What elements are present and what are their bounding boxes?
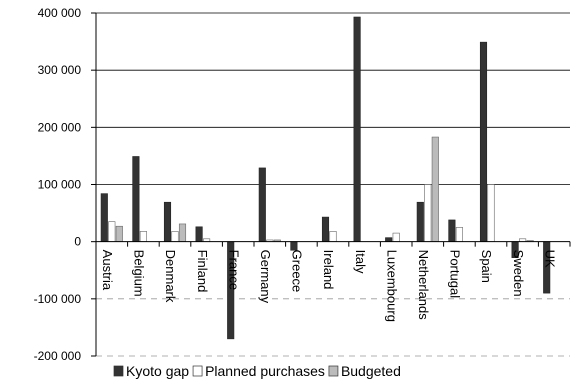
y-tick-label: 0 xyxy=(74,235,81,249)
bar-budgeted xyxy=(178,223,187,242)
bar-kyoto-gap xyxy=(163,201,172,242)
bar-kyoto-gap xyxy=(258,167,266,242)
bar-kyoto-gap xyxy=(416,201,424,242)
bar-planned-purchases xyxy=(108,221,116,242)
bar-kyoto-gap xyxy=(448,219,456,242)
x-tick-label: Austria xyxy=(100,250,115,291)
legend-swatch xyxy=(328,365,339,377)
x-tick-label: UK xyxy=(542,250,557,268)
bar-budgeted xyxy=(431,136,439,242)
y-tick-label: 200 000 xyxy=(38,120,82,134)
bar-kyoto-gap xyxy=(479,41,488,242)
bar-planned-purchases xyxy=(455,227,463,242)
legend-swatch xyxy=(192,365,203,377)
bar-kyoto-gap xyxy=(385,237,393,242)
bar-planned-purchases xyxy=(424,184,432,242)
y-tick-label: -100 000 xyxy=(34,292,82,306)
bar-kyoto-gap xyxy=(195,226,203,242)
bar-planned-purchases xyxy=(392,232,400,242)
x-tick-label: Spain xyxy=(479,250,494,283)
bar-kyoto-gap xyxy=(132,156,140,242)
legend-swatch xyxy=(113,365,124,377)
bar-budgeted xyxy=(115,225,123,242)
x-tick-label: Germany xyxy=(258,250,273,304)
bar-planned-purchases xyxy=(171,231,179,242)
x-tick-label: France xyxy=(226,250,241,290)
bar-kyoto-gap xyxy=(100,193,108,242)
legend-label: Planned purchases xyxy=(205,363,325,379)
legend-label: Kyoto gap xyxy=(126,363,189,379)
x-tick-label: Belgium xyxy=(132,250,147,297)
bar-planned-purchases xyxy=(139,231,147,242)
x-tick-label: Italy xyxy=(353,250,368,274)
x-tick-label: Sweden xyxy=(511,250,526,297)
x-tick-label: Denmark xyxy=(163,250,178,303)
bar-planned-purchases xyxy=(487,184,495,242)
bar-planned-purchases xyxy=(329,231,337,242)
y-tick-label: 300 000 xyxy=(38,63,82,77)
y-tick-label: 400 000 xyxy=(38,6,82,20)
x-tick-label: Luxembourg xyxy=(384,250,399,322)
x-tick-label: Netherlands xyxy=(416,250,431,321)
x-tick-label: Finland xyxy=(195,250,210,293)
x-tick-label: Ireland xyxy=(321,250,336,290)
x-tick-label: Greece xyxy=(290,250,305,293)
bar-kyoto-gap xyxy=(353,16,361,242)
y-tick-label: 100 000 xyxy=(38,178,82,192)
y-tick-label: -200 000 xyxy=(34,349,82,363)
legend-label: Budgeted xyxy=(341,363,401,379)
x-tick-label: Portugal xyxy=(448,250,463,299)
bar-kyoto-gap xyxy=(321,216,330,242)
